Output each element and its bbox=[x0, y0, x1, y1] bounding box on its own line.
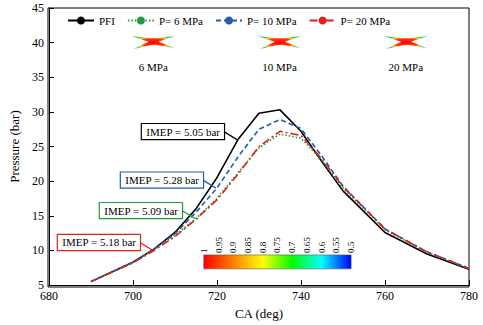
svg-text:0.8: 0.8 bbox=[258, 241, 268, 253]
svg-text:20 MPa: 20 MPa bbox=[389, 61, 424, 73]
svg-text:IMEP = 5.09 bar: IMEP = 5.09 bar bbox=[104, 205, 178, 217]
svg-text:IMEP = 5.05 bar: IMEP = 5.05 bar bbox=[146, 126, 220, 138]
svg-text:720: 720 bbox=[208, 289, 226, 303]
svg-text:700: 700 bbox=[124, 289, 142, 303]
svg-text:35: 35 bbox=[32, 70, 44, 84]
svg-text:P= 10 MPa: P= 10 MPa bbox=[247, 15, 297, 27]
svg-text:760: 760 bbox=[376, 289, 394, 303]
svg-text:10 MPa: 10 MPa bbox=[262, 61, 297, 73]
svg-text:P= 6 MPa: P= 6 MPa bbox=[159, 15, 203, 27]
svg-text:45: 45 bbox=[32, 1, 44, 15]
svg-text:15: 15 bbox=[32, 209, 44, 223]
svg-text:780: 780 bbox=[460, 289, 478, 303]
svg-text:0.9: 0.9 bbox=[228, 241, 238, 253]
svg-text:Pressure (bar): Pressure (bar) bbox=[7, 110, 22, 183]
svg-text:1: 1 bbox=[199, 248, 209, 253]
svg-text:6 MPa: 6 MPa bbox=[139, 61, 168, 73]
svg-text:5: 5 bbox=[37, 278, 44, 293]
svg-text:0.75: 0.75 bbox=[272, 237, 282, 253]
svg-text:CA (deg): CA (deg) bbox=[235, 306, 283, 321]
svg-text:IMEP = 5.18 bar: IMEP = 5.18 bar bbox=[62, 236, 136, 248]
svg-text:30: 30 bbox=[32, 105, 44, 119]
svg-text:40: 40 bbox=[32, 36, 44, 50]
svg-text:PFI: PFI bbox=[99, 15, 115, 27]
svg-text:680: 680 bbox=[40, 289, 58, 303]
svg-text:25: 25 bbox=[32, 140, 44, 154]
svg-text:0.5: 0.5 bbox=[346, 241, 356, 253]
svg-text:0.85: 0.85 bbox=[243, 237, 253, 253]
svg-text:0.6: 0.6 bbox=[317, 241, 327, 253]
svg-text:10: 10 bbox=[32, 243, 44, 257]
svg-text:0.95: 0.95 bbox=[214, 237, 224, 253]
svg-text:20: 20 bbox=[32, 174, 44, 188]
svg-text:0.55: 0.55 bbox=[331, 237, 341, 253]
svg-text:IMEP = 5.28 bar: IMEP = 5.28 bar bbox=[125, 174, 199, 186]
svg-text:740: 740 bbox=[292, 289, 310, 303]
svg-text:P= 20 MPa: P= 20 MPa bbox=[341, 15, 391, 27]
svg-text:0.65: 0.65 bbox=[302, 237, 312, 253]
svg-text:0.7: 0.7 bbox=[287, 241, 297, 253]
